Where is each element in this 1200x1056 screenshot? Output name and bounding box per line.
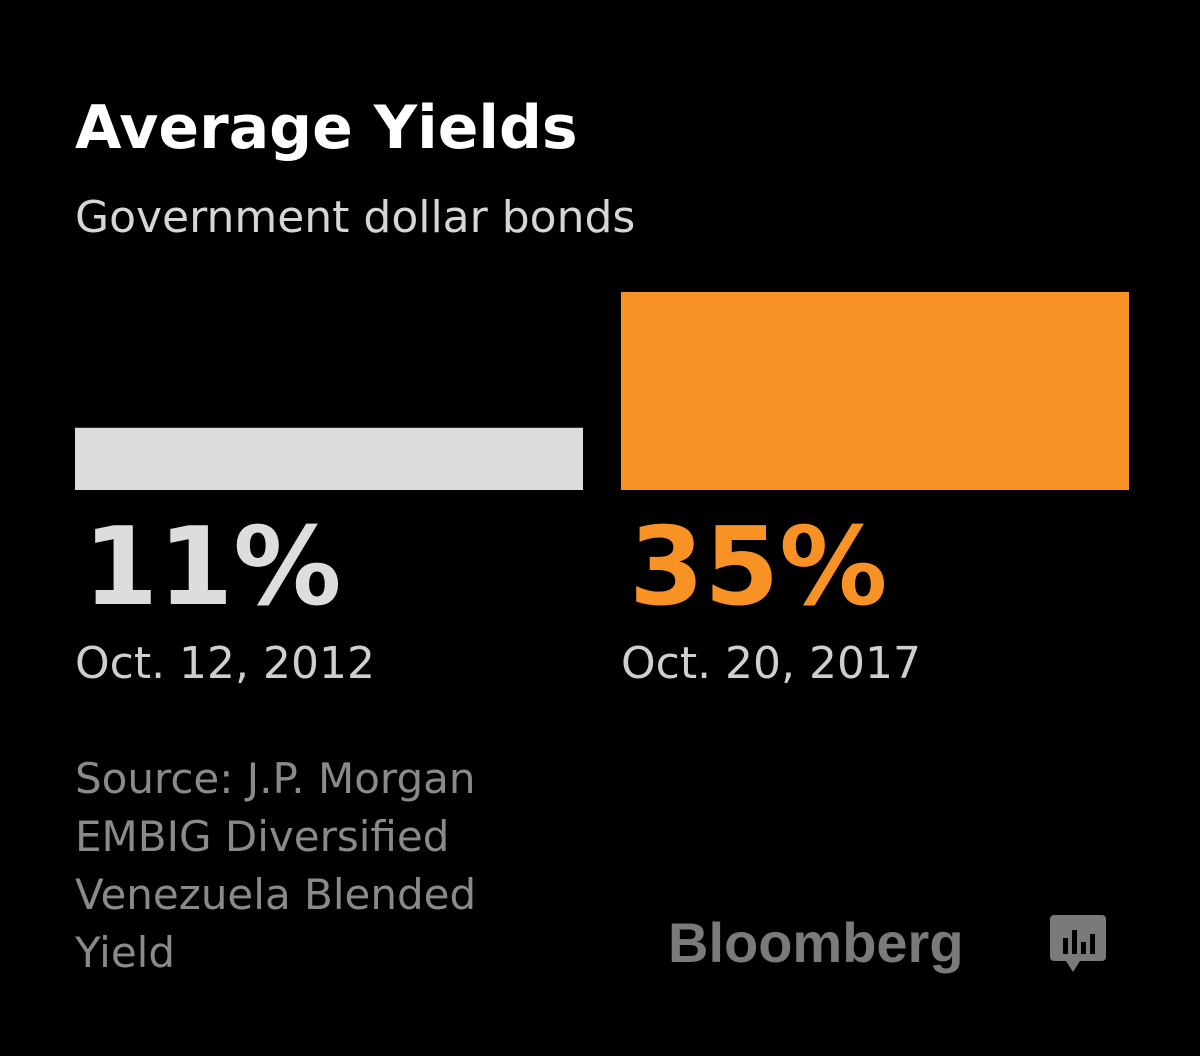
- logo-icon-bar: [1090, 934, 1095, 954]
- chart-subtitle: Government dollar bonds: [75, 192, 635, 243]
- bar: [75, 427, 583, 490]
- category-label: Oct. 20, 2017: [621, 638, 921, 689]
- category-label: Oct. 12, 2012: [75, 638, 375, 689]
- logo: Bloomberg: [668, 911, 964, 974]
- logo-icon-box: [1050, 915, 1106, 961]
- value-label: 11%: [83, 505, 342, 630]
- logo-icon: [1050, 915, 1106, 972]
- chart-title: Average Yields: [75, 93, 578, 163]
- source-line: EMBIG Diversified: [75, 812, 449, 861]
- value-label: 35%: [629, 505, 888, 630]
- logo-icon-bar: [1063, 938, 1068, 954]
- logo-icon-bar: [1081, 942, 1086, 954]
- source-line: Yield: [74, 928, 175, 977]
- source-line: Source: J.P. Morgan: [75, 754, 475, 803]
- logo-icon-bar: [1072, 930, 1077, 954]
- logo-icon-tail: [1066, 961, 1080, 972]
- source-line: Venezuela Blended: [75, 870, 476, 919]
- bar: [621, 292, 1129, 490]
